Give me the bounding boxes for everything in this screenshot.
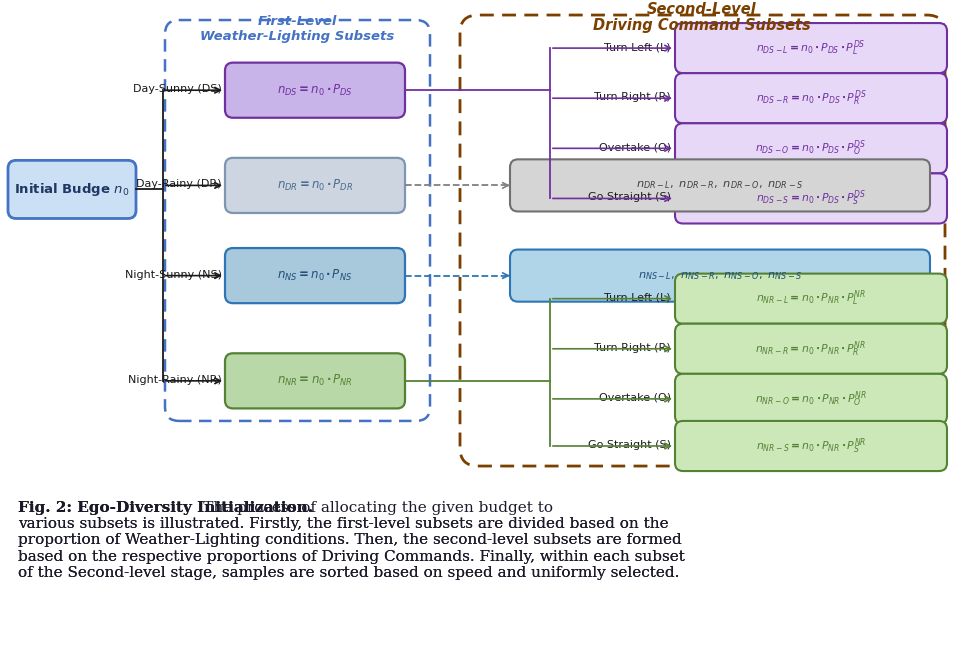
- Text: First-Level: First-Level: [257, 15, 337, 28]
- Text: Weather-Lighting Subsets: Weather-Lighting Subsets: [199, 30, 394, 43]
- FancyBboxPatch shape: [225, 63, 405, 118]
- Text: $\boldsymbol{n_{NR-O} = n_0 \cdot P_{NR} \cdot P_O^{NR}}$: $\boldsymbol{n_{NR-O} = n_0 \cdot P_{NR}…: [755, 389, 867, 409]
- Text: Turn Right (R): Turn Right (R): [595, 92, 671, 102]
- Text: $\boldsymbol{n_{NR-R} = n_0 \cdot P_{NR} \cdot P_R^{NR}}$: $\boldsymbol{n_{NR-R} = n_0 \cdot P_{NR}…: [756, 339, 867, 358]
- Text: Turn Right (R): Turn Right (R): [595, 343, 671, 353]
- FancyBboxPatch shape: [510, 159, 930, 212]
- Text: Day-Rainy (DR): Day-Rainy (DR): [136, 179, 222, 189]
- Text: Second-Level: Second-Level: [647, 2, 757, 17]
- Text: $\boldsymbol{n_{DS-S} = n_0 \cdot P_{DS} \cdot P_S^{DS}}$: $\boldsymbol{n_{DS-S} = n_0 \cdot P_{DS}…: [756, 188, 866, 208]
- Text: $\boldsymbol{n_{DR-L},\ n_{DR-R},\ n_{DR-O},\ n_{DR-S}}$: $\boldsymbol{n_{DR-L},\ n_{DR-R},\ n_{DR…: [637, 179, 804, 191]
- FancyBboxPatch shape: [675, 374, 947, 424]
- Text: Fig. 2: Ego-Diversity Initialization. The process of allocating the given budget: Fig. 2: Ego-Diversity Initialization. Th…: [18, 501, 685, 580]
- Text: $\boldsymbol{n_{NS-L},\ n_{NS-R},\ n_{NS-O},\ n_{NS-S}}$: $\boldsymbol{n_{NS-L},\ n_{NS-R},\ n_{NS…: [638, 270, 803, 281]
- FancyBboxPatch shape: [675, 421, 947, 471]
- FancyBboxPatch shape: [675, 173, 947, 223]
- Text: Initial Budge $\boldsymbol{n_0}$: Initial Budge $\boldsymbol{n_0}$: [14, 181, 129, 198]
- Text: The process of allocating the given budget to
various subsets is illustrated. Fi: The process of allocating the given budg…: [18, 501, 685, 580]
- Text: Night-Sunny (NS): Night-Sunny (NS): [125, 270, 222, 279]
- Text: Overtake (O): Overtake (O): [598, 393, 671, 403]
- Text: $\boldsymbol{n_{NR} = n_0 \cdot P_{NR}}$: $\boldsymbol{n_{NR} = n_0 \cdot P_{NR}}$: [277, 373, 353, 388]
- Text: Turn Left (L): Turn Left (L): [604, 42, 671, 52]
- Text: Go Straight (S): Go Straight (S): [588, 192, 671, 202]
- Text: $\boldsymbol{n_{NR-S} = n_0 \cdot P_{NR} \cdot P_S^{NR}}$: $\boldsymbol{n_{NR-S} = n_0 \cdot P_{NR}…: [756, 436, 866, 456]
- Text: $\boldsymbol{n_{DS-O} = n_0 \cdot P_{DS} \cdot P_O^{DS}}$: $\boldsymbol{n_{DS-O} = n_0 \cdot P_{DS}…: [756, 138, 867, 158]
- Text: $\boldsymbol{n_{DS-R} = n_0 \cdot P_{DS} \cdot P_R^{DS}}$: $\boldsymbol{n_{DS-R} = n_0 \cdot P_{DS}…: [756, 88, 866, 108]
- FancyBboxPatch shape: [675, 23, 947, 73]
- Text: Day-Sunny (DS): Day-Sunny (DS): [133, 84, 222, 94]
- FancyBboxPatch shape: [675, 324, 947, 374]
- FancyBboxPatch shape: [8, 160, 136, 219]
- Text: $\boldsymbol{n_{NS} = n_0 \cdot P_{NS}}$: $\boldsymbol{n_{NS} = n_0 \cdot P_{NS}}$: [277, 268, 353, 283]
- FancyBboxPatch shape: [675, 123, 947, 173]
- FancyBboxPatch shape: [675, 273, 947, 324]
- Text: various subsets is illustrated. Firstly, the first-level subsets are divided bas: various subsets is illustrated. Firstly,…: [18, 501, 685, 580]
- Text: $\boldsymbol{n_{NR-L} = n_0 \cdot P_{NR} \cdot P_L^{NR}}$: $\boldsymbol{n_{NR-L} = n_0 \cdot P_{NR}…: [756, 289, 866, 308]
- Text: $\boldsymbol{n_{DR} = n_0 \cdot P_{DR}}$: $\boldsymbol{n_{DR} = n_0 \cdot P_{DR}}$: [277, 178, 353, 193]
- FancyBboxPatch shape: [675, 73, 947, 123]
- Text: Fig. 2: Ego-Diversity Initialization.: Fig. 2: Ego-Diversity Initialization.: [18, 501, 314, 515]
- Text: Go Straight (S): Go Straight (S): [588, 440, 671, 450]
- Text: Fig. 2: Ego-Diversity Initialization.: Fig. 2: Ego-Diversity Initialization.: [18, 501, 314, 515]
- Text: Overtake (O): Overtake (O): [598, 142, 671, 152]
- Text: $\boldsymbol{n_{DS} = n_0 \cdot P_{DS}}$: $\boldsymbol{n_{DS} = n_0 \cdot P_{DS}}$: [277, 82, 353, 98]
- FancyBboxPatch shape: [225, 158, 405, 213]
- Text: $\boldsymbol{n_{DS-L} = n_0 \cdot P_{DS} \cdot P_L^{DS}}$: $\boldsymbol{n_{DS-L} = n_0 \cdot P_{DS}…: [757, 38, 866, 58]
- Text: Night-Rainy (NR): Night-Rainy (NR): [129, 375, 222, 385]
- Text: Driving Command Subsets: Driving Command Subsets: [593, 18, 811, 33]
- FancyBboxPatch shape: [225, 353, 405, 409]
- Text: Turn Left (L): Turn Left (L): [604, 293, 671, 302]
- FancyBboxPatch shape: [225, 248, 405, 303]
- FancyBboxPatch shape: [510, 250, 930, 302]
